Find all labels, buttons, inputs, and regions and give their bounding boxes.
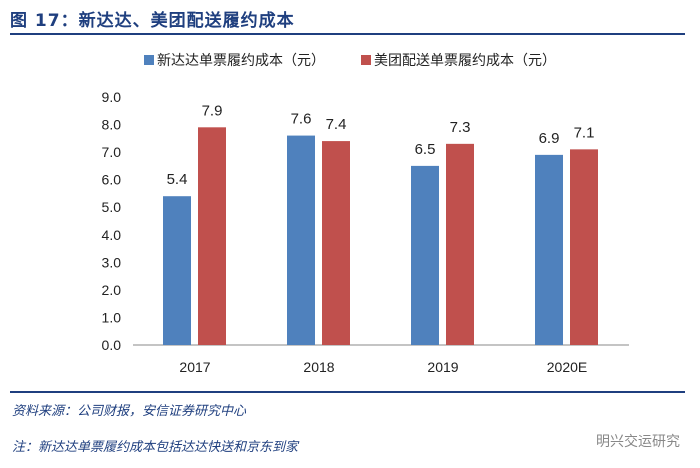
bar-meituan <box>322 141 350 345</box>
watermark: 明兴交运研究 <box>596 434 680 450</box>
data-label: 7.6 <box>291 111 312 128</box>
legend-item-dada: 新达达单票履约成本（元） <box>144 50 325 70</box>
data-label: 7.1 <box>574 124 595 141</box>
y-tick-label: 3.0 <box>102 254 122 270</box>
bar-meituan <box>446 143 474 345</box>
x-tick-label: 2018 <box>303 359 334 375</box>
legend-label: 新达达单票履约成本（元） <box>157 53 325 69</box>
y-tick-label: 0.0 <box>102 337 122 353</box>
legend-swatch-blue <box>144 55 154 65</box>
y-tick-label: 4.0 <box>102 227 122 243</box>
y-tick-label: 7.0 <box>102 144 122 160</box>
y-tick-label: 2.0 <box>102 282 122 298</box>
legend-swatch-red <box>361 55 371 65</box>
data-label: 7.9 <box>202 102 223 119</box>
bar-dada <box>287 135 315 345</box>
bar-meituan <box>570 149 598 345</box>
bar-dada <box>535 154 563 345</box>
y-tick-label: 5.0 <box>102 199 122 215</box>
y-tick-label: 6.0 <box>102 172 122 188</box>
bar-dada <box>163 196 191 345</box>
legend-label: 美团配送单票履约成本（元） <box>374 53 556 69</box>
y-tick-label: 9.0 <box>102 89 122 105</box>
footer-rule <box>10 391 685 393</box>
data-label: 6.5 <box>415 141 436 158</box>
y-tick-label: 8.0 <box>102 117 122 133</box>
legend: 新达达单票履约成本（元） 美团配送单票履约成本（元） <box>0 50 700 70</box>
data-label: 6.9 <box>539 130 560 147</box>
figure-title: 图 17：新达达、美团配送履约成本 <box>10 11 295 31</box>
source-note: 资料来源：公司财报，安信证券研究中心 <box>12 404 247 419</box>
legend-item-meituan: 美团配送单票履约成本（元） <box>361 50 556 70</box>
data-label: 5.4 <box>167 171 188 188</box>
footnote: 注：新达达单票履约成本包括达达快送和京东到家 <box>12 440 299 455</box>
bar-dada <box>411 165 439 345</box>
x-tick-label: 2017 <box>179 359 210 375</box>
data-label: 7.4 <box>326 116 347 133</box>
data-label: 7.3 <box>450 119 471 136</box>
x-tick-label: 2020E <box>547 359 587 375</box>
x-tick-label: 2019 <box>427 359 458 375</box>
y-tick-label: 1.0 <box>102 309 122 325</box>
bar-meituan <box>198 127 226 345</box>
title-rule <box>10 33 685 35</box>
